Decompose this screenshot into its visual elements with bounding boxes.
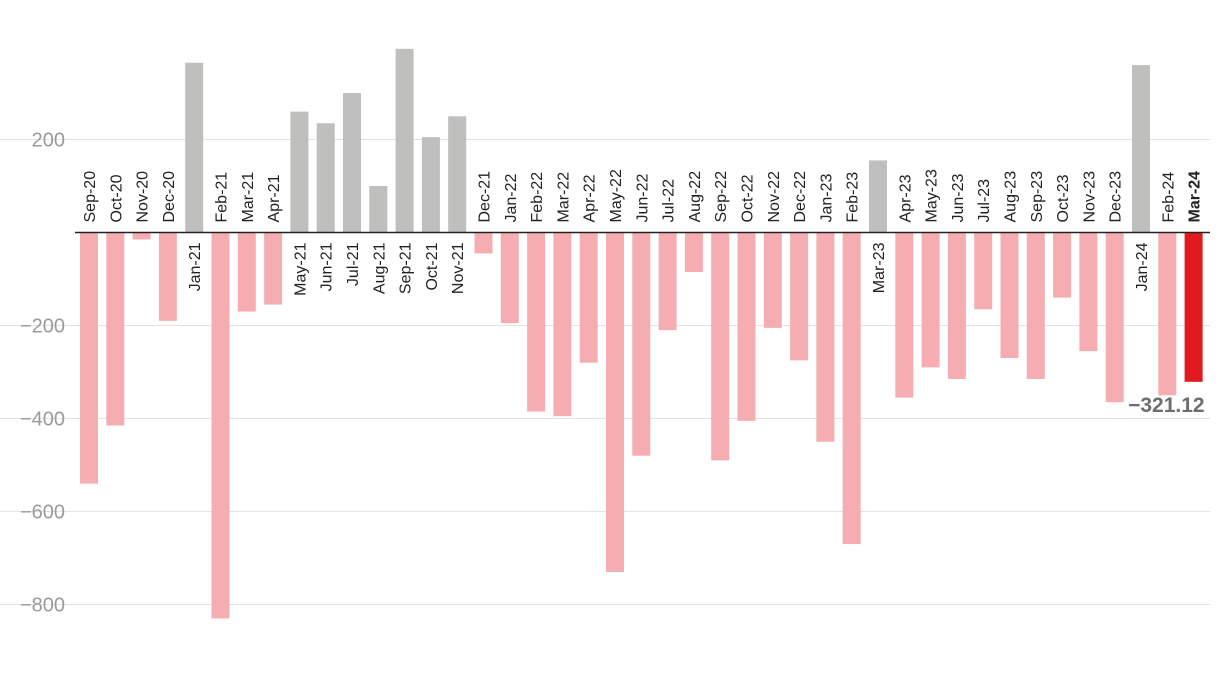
bar-nov-22 <box>763 232 782 328</box>
bar-may-22 <box>606 232 624 572</box>
x-tick-label-may-21: May-21 <box>292 242 309 295</box>
x-tick-label-jun-22: Jun-22 <box>634 173 651 222</box>
x-tick-label-mar-23: Mar-23 <box>871 242 888 293</box>
bar-feb-22 <box>527 232 546 412</box>
x-tick-label-dec-22: Dec-22 <box>792 171 809 223</box>
x-tick-label-sep-20: Sep-20 <box>82 171 99 223</box>
x-tick-label-oct-23: Oct-23 <box>1055 174 1072 222</box>
y-tick-label: −800 <box>20 595 65 617</box>
x-tick-label-sep-21: Sep-21 <box>398 242 415 294</box>
x-tick-label-jan-22: Jan-22 <box>503 173 520 222</box>
x-tick-label-jul-23: Jul-23 <box>976 179 993 223</box>
bar-feb-24 <box>1158 232 1177 396</box>
bar-oct-23 <box>1053 232 1072 298</box>
bar-feb-21 <box>211 232 230 619</box>
bar-sep-21 <box>395 48 414 233</box>
x-tick-label-aug-23: Aug-23 <box>1003 171 1020 223</box>
x-tick-label-jun-21: Jun-21 <box>319 242 336 291</box>
x-tick-label-dec-23: Dec-23 <box>1108 171 1125 223</box>
highlight-value-label: −321.12 <box>1128 394 1205 417</box>
bar-sep-22 <box>711 232 730 461</box>
bar-mar-22 <box>553 232 572 417</box>
bar-dec-20 <box>158 232 177 321</box>
bar-nov-20 <box>132 232 151 240</box>
bar-jul-22 <box>658 232 677 331</box>
x-tick-label-nov-21: Nov-21 <box>450 242 467 294</box>
bar-jul-23 <box>974 232 993 310</box>
bar-mar-23 <box>869 160 887 233</box>
x-tick-label-oct-21: Oct-21 <box>424 242 441 290</box>
bar-sep-23 <box>1026 232 1045 379</box>
x-tick-label-sep-22: Sep-22 <box>713 171 730 223</box>
bar-jun-21 <box>316 123 335 233</box>
x-tick-label-apr-22: Apr-22 <box>582 174 599 222</box>
bar-may-23 <box>921 232 940 368</box>
bar-feb-23 <box>842 232 861 545</box>
bar-aug-21 <box>369 186 388 233</box>
bar-jan-24 <box>1132 65 1150 233</box>
x-tick-label-jan-21: Jan-21 <box>187 242 204 291</box>
x-tick-label-apr-21: Apr-21 <box>266 174 283 222</box>
x-tick-label-dec-20: Dec-20 <box>161 171 178 223</box>
bar-jan-22 <box>500 232 519 324</box>
bar-nov-23 <box>1079 232 1098 352</box>
x-tick-label-dec-21: Dec-21 <box>477 171 494 223</box>
x-tick-label-mar-21: Mar-21 <box>240 172 257 223</box>
bar-dec-22 <box>790 232 809 361</box>
bar-dec-23 <box>1105 232 1124 403</box>
x-tick-label-jan-23: Jan-23 <box>818 173 835 222</box>
bar-aug-23 <box>1000 232 1019 359</box>
bar-aug-22 <box>684 232 703 273</box>
x-tick-label-feb-22: Feb-22 <box>529 172 546 223</box>
y-axis-ticks: 200 −200 −400 −600 −800 <box>20 130 65 617</box>
x-tick-label-feb-21: Feb-21 <box>214 172 231 223</box>
x-tick-label-sep-23: Sep-23 <box>1029 171 1046 223</box>
x-tick-label-oct-22: Oct-22 <box>740 174 757 222</box>
bar-jan-21 <box>185 62 204 233</box>
x-tick-label-may-23: May-23 <box>924 169 941 222</box>
bar-jan-23 <box>816 232 835 442</box>
x-tick-label-feb-24: Feb-24 <box>1160 172 1177 223</box>
x-tick-label-aug-22: Aug-22 <box>687 171 704 223</box>
x-tick-label-mar-22: Mar-22 <box>555 172 572 223</box>
x-axis-labels: Sep-20 Oct-20 Nov-20 Dec-20 Jan-21 Feb-21 Mar-… <box>82 169 1204 296</box>
bar-oct-20 <box>106 232 125 426</box>
x-tick-label-jul-21: Jul-21 <box>345 242 362 286</box>
x-tick-label-apr-23: Apr-23 <box>897 174 914 222</box>
bar-mar-24 <box>1184 232 1203 382</box>
bar-nov-21 <box>448 116 467 233</box>
bar-apr-21 <box>264 232 283 305</box>
x-tick-label-mar-24: Mar-24 <box>1187 171 1204 223</box>
x-tick-label-nov-23: Nov-23 <box>1081 171 1098 223</box>
x-tick-label-feb-23: Feb-23 <box>845 172 862 223</box>
x-tick-label-jan-24: Jan-24 <box>1134 242 1151 291</box>
bar-apr-23 <box>895 232 914 398</box>
bar-jul-21 <box>343 93 361 233</box>
y-tick-label: −400 <box>20 409 65 431</box>
y-tick-label: 200 <box>32 130 65 152</box>
y-tick-label: −200 <box>20 316 65 338</box>
bar-mar-21 <box>237 232 256 312</box>
bar-oct-21 <box>421 137 440 233</box>
bar-may-21 <box>290 111 309 233</box>
x-tick-label-nov-20: Nov-20 <box>135 171 152 223</box>
bars <box>80 48 1203 619</box>
x-tick-label-jun-23: Jun-23 <box>950 173 967 222</box>
bar-dec-21 <box>474 232 493 254</box>
bar-apr-22 <box>579 232 598 363</box>
bar-jun-22 <box>632 232 651 456</box>
x-tick-label-nov-22: Nov-22 <box>766 171 783 223</box>
y-tick-label: −600 <box>20 502 65 524</box>
x-tick-label-jul-22: Jul-22 <box>661 179 678 223</box>
x-tick-label-aug-21: Aug-21 <box>371 242 388 294</box>
x-tick-label-oct-20: Oct-20 <box>108 174 125 222</box>
x-tick-label-may-22: May-22 <box>608 169 625 222</box>
bar-oct-22 <box>737 232 756 421</box>
bar-sep-20 <box>80 232 98 484</box>
bar-jun-23 <box>947 232 966 379</box>
